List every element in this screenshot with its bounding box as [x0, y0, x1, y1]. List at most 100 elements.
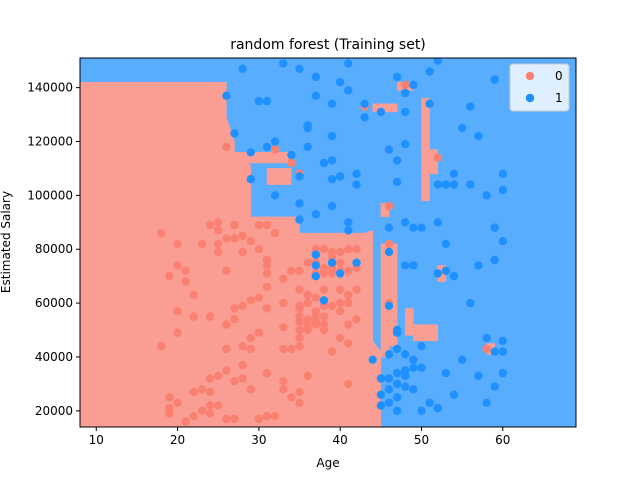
point-class-1-91	[433, 58, 442, 65]
point-class-1-43	[360, 113, 369, 122]
point-class-0-97	[303, 298, 312, 308]
point-class-0-48	[238, 301, 247, 310]
point-class-0-140	[344, 379, 353, 389]
x-axis: 10 20 30 40 50 60	[89, 427, 510, 447]
point-class-0-49	[238, 342, 247, 351]
point-class-0-154	[433, 153, 442, 162]
point-class-0-91	[295, 342, 304, 351]
point-class-0-119	[319, 325, 329, 335]
point-class-0-95	[303, 258, 312, 267]
point-class-1-51	[384, 145, 394, 154]
point-class-0-33	[222, 234, 231, 243]
point-class-1-125	[498, 368, 507, 378]
point-class-1-112	[482, 191, 491, 200]
point-class-1-0	[222, 91, 231, 100]
point-class-1-90	[425, 398, 434, 407]
point-class-1-105	[458, 355, 467, 364]
point-class-0-71	[270, 412, 280, 421]
y-tick-label: 120000	[27, 134, 73, 148]
point-class-0-25	[205, 401, 215, 410]
point-class-0-13	[181, 417, 190, 426]
point-class-0-125	[327, 301, 337, 310]
point-class-1-110	[474, 261, 483, 270]
point-class-1-47	[376, 374, 386, 383]
point-class-1-6	[262, 96, 272, 106]
point-class-1-99	[441, 368, 451, 378]
point-class-0-41	[230, 234, 239, 243]
point-class-1-115	[490, 75, 499, 84]
point-class-0-72	[270, 145, 280, 154]
point-class-0-31	[214, 371, 223, 380]
point-class-1-104	[458, 123, 467, 133]
legend-marker-0	[525, 71, 535, 81]
point-class-0-47	[238, 247, 247, 257]
point-class-0-30	[214, 247, 223, 257]
point-class-0-24	[205, 387, 215, 397]
point-class-1-120	[498, 169, 507, 178]
point-class-1-101	[449, 180, 459, 189]
point-class-1-55	[384, 385, 394, 394]
point-class-1-57	[384, 247, 394, 257]
point-class-1-96	[441, 180, 451, 189]
point-class-1-82	[409, 355, 418, 364]
point-class-0-35	[222, 320, 231, 329]
point-class-0-22	[205, 312, 215, 321]
point-class-0-18	[197, 239, 207, 248]
point-class-1-42	[352, 258, 361, 267]
point-class-0-67	[262, 304, 272, 313]
point-class-0-78	[279, 385, 288, 394]
point-class-1-68	[401, 88, 410, 98]
point-class-0-68	[262, 368, 272, 378]
point-class-0-6	[173, 239, 182, 248]
point-class-0-8	[173, 328, 182, 337]
point-class-1-14	[295, 199, 304, 208]
x-tick-label: 10	[89, 433, 104, 447]
point-class-0-106	[311, 293, 320, 302]
point-class-1-62	[392, 328, 402, 337]
point-class-0-93	[295, 398, 304, 407]
point-class-1-32	[327, 258, 337, 267]
point-class-0-76	[279, 344, 288, 354]
point-class-1-21	[311, 210, 320, 219]
point-class-0-70	[270, 228, 280, 238]
point-class-1-113	[482, 333, 491, 343]
legend-label-1: 1	[555, 91, 563, 105]
point-class-1-13	[295, 215, 304, 224]
point-class-0-79	[287, 266, 296, 275]
point-class-0-26	[205, 409, 215, 418]
point-class-0-86	[295, 304, 304, 313]
point-class-1-54	[384, 374, 394, 383]
x-tick-label: 20	[170, 433, 185, 447]
point-class-1-49	[376, 401, 386, 410]
point-class-1-78	[409, 223, 418, 232]
point-class-0-96	[303, 290, 312, 300]
point-class-1-108	[466, 298, 475, 308]
point-class-0-54	[246, 333, 255, 343]
point-class-1-48	[376, 390, 386, 399]
point-class-0-64	[262, 261, 272, 270]
point-class-1-3	[246, 148, 255, 157]
point-class-0-36	[222, 344, 231, 354]
point-class-0-5	[165, 409, 174, 418]
point-class-0-101	[303, 371, 312, 380]
point-class-0-12	[181, 277, 190, 286]
point-class-0-21	[205, 220, 215, 230]
point-class-0-100	[303, 325, 312, 335]
point-class-1-18	[303, 142, 312, 152]
point-class-0-132	[336, 307, 345, 316]
point-class-0-57	[254, 220, 264, 230]
point-class-0-83	[295, 266, 304, 275]
point-class-1-31	[327, 201, 337, 211]
point-class-0-14	[189, 290, 198, 300]
point-class-1-4	[246, 175, 255, 184]
point-class-0-55	[246, 344, 255, 354]
point-class-0-15	[189, 312, 198, 321]
point-class-1-66	[392, 393, 402, 402]
point-class-1-119	[490, 382, 499, 391]
x-tick-label: 30	[251, 433, 266, 447]
point-class-0-52	[246, 237, 255, 246]
y-tick-label: 140000	[27, 81, 73, 95]
point-class-0-146	[384, 239, 394, 248]
point-class-0-39	[222, 142, 231, 152]
point-class-0-113	[319, 269, 329, 278]
